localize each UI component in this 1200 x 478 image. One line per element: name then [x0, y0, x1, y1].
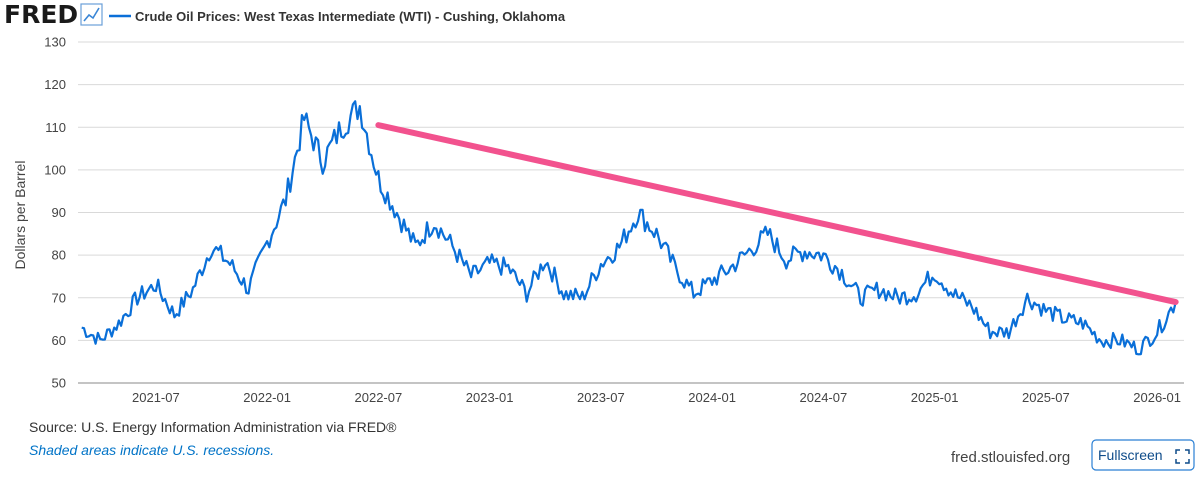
x-tick-label: 2023-07	[577, 390, 625, 405]
y-tick-label: 90	[52, 205, 66, 220]
chart-title: Crude Oil Prices: West Texas Intermediat…	[135, 9, 566, 24]
line-chart-icon[interactable]	[80, 3, 103, 26]
x-tick-label: 2025-01	[911, 390, 959, 405]
source-note: Source: U.S. Energy Information Administ…	[29, 419, 397, 435]
x-tick-label: 2024-07	[800, 390, 848, 405]
fullscreen-button[interactable]: Fullscreen	[1091, 439, 1195, 471]
site-url[interactable]: fred.stlouisfed.org	[951, 449, 1070, 466]
wti-price-line	[81, 100, 1177, 356]
x-tick-label: 2024-01	[688, 390, 736, 405]
y-axis-ticks: 50 60 70 80 90 100 110 120 130	[44, 35, 66, 391]
x-tick-label: 2026-01	[1133, 390, 1181, 405]
y-tick-label: 120	[44, 77, 66, 92]
fred-logo[interactable]: FRED	[4, 0, 78, 29]
y-tick-label: 60	[52, 333, 66, 348]
x-tick-label: 2023-01	[466, 390, 514, 405]
y-tick-label: 100	[44, 162, 66, 177]
y-tick-label: 80	[52, 248, 66, 263]
gridlines	[78, 41, 1184, 384]
fullscreen-label: Fullscreen	[1098, 447, 1163, 463]
x-tick-label: 2022-07	[355, 390, 403, 405]
y-tick-label: 130	[44, 35, 66, 50]
trendline-annotation	[375, 122, 1179, 306]
y-tick-label: 70	[52, 290, 66, 305]
y-axis-label: Dollars per Barrel	[12, 161, 28, 270]
expand-icon	[1175, 449, 1190, 464]
y-tick-label: 50	[52, 376, 66, 391]
x-tick-label: 2021-07	[132, 390, 180, 405]
recession-note[interactable]: Shaded areas indicate U.S. recessions.	[29, 442, 274, 458]
y-tick-label: 110	[45, 120, 66, 135]
x-axis-ticks: 2021-07 2022-01 2022-07 2023-01 2023-07 2024-…	[132, 390, 1181, 405]
x-tick-label: 2022-01	[243, 390, 291, 405]
x-tick-label: 2025-07	[1022, 390, 1070, 405]
